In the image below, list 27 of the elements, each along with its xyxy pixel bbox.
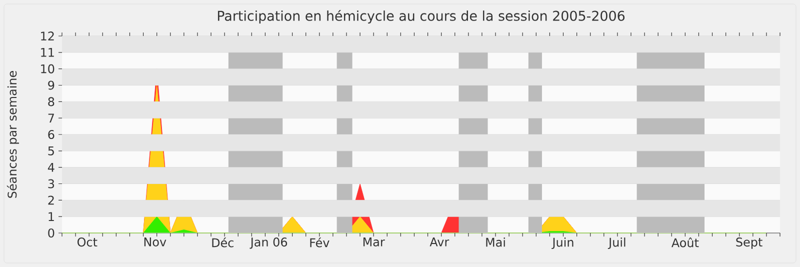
x-tick-label: Oct <box>77 238 98 247</box>
y-tick-label: 2 <box>48 196 54 205</box>
x-tick-label: Mai <box>486 238 505 247</box>
x-tick-label: Jan 06 <box>250 238 288 249</box>
x-tick-label: Juin <box>552 238 574 249</box>
x-tick-label: Déc <box>212 238 234 248</box>
x-tick-label: Fév <box>310 238 330 248</box>
y-tick-label: 1 <box>48 212 54 221</box>
y-tick-label: 4 <box>48 162 54 172</box>
y-tick-label: 3 <box>48 179 54 188</box>
y-tick-label: 12 <box>41 32 54 40</box>
y-tick-label: 9 <box>48 80 54 90</box>
y-tick-label: 6 <box>48 130 54 140</box>
x-tick-label: Juil <box>608 238 626 249</box>
x-tick-label: Nov <box>144 238 166 246</box>
chart-title: Participation en hémicycle au cours de la session 2005-2006 <box>218 10 625 24</box>
y-tick-label: 5 <box>48 146 54 156</box>
y-tick-label: 0 <box>48 228 54 238</box>
y-axis-title: Séances par semaine <box>6 71 19 198</box>
x-tick-label: Avr <box>430 238 450 246</box>
y-tick-label: 10 <box>41 64 54 74</box>
y-tick-label: 11 <box>41 48 54 57</box>
x-tick-label: Sept <box>736 238 762 249</box>
x-tick-label: Mar <box>363 238 385 246</box>
y-tick-label: 8 <box>48 97 54 106</box>
y-tick-label: 7 <box>48 114 54 122</box>
x-tick-label: Août <box>672 238 699 248</box>
